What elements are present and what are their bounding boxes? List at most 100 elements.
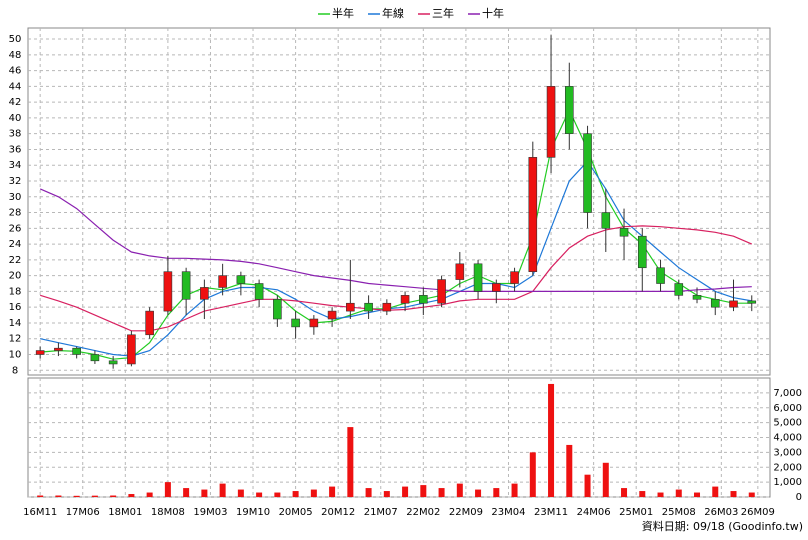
candle-body bbox=[163, 271, 173, 312]
candle-body bbox=[35, 350, 45, 355]
y-tick-label: 34 bbox=[9, 160, 22, 171]
x-tick-label: 19M03 bbox=[193, 507, 227, 518]
candle-body bbox=[619, 228, 629, 237]
x-tick-label: 25M08 bbox=[662, 507, 696, 518]
volume-bar bbox=[748, 492, 755, 497]
y-tick-label: 20 bbox=[9, 271, 22, 282]
y-tick-label: 18 bbox=[9, 286, 22, 297]
ma-line bbox=[40, 225, 753, 332]
volume-tick-label: 3,000 bbox=[773, 447, 802, 458]
x-tick-label: 23M11 bbox=[534, 507, 568, 518]
y-tick-label: 44 bbox=[9, 81, 22, 92]
x-tick-label: 25M01 bbox=[619, 507, 653, 518]
candle-body bbox=[437, 279, 446, 304]
volume-tick-label: 2,000 bbox=[773, 462, 802, 473]
candle-body bbox=[90, 354, 100, 362]
candle-body bbox=[747, 300, 757, 304]
candle-body bbox=[400, 295, 410, 304]
y-tick-label: 10 bbox=[9, 349, 22, 360]
x-tick-label: 26M09 bbox=[741, 507, 775, 518]
volume-bar bbox=[37, 495, 44, 497]
x-tick-label: 18M01 bbox=[108, 507, 142, 518]
footnote: 資料日期: 09/18 (Goodinfo.tw) bbox=[642, 519, 803, 533]
candle-body bbox=[236, 275, 246, 284]
volume-bar bbox=[493, 488, 500, 497]
volume-bar bbox=[347, 427, 354, 497]
x-tick-label: 18M08 bbox=[151, 507, 185, 518]
ma-line bbox=[40, 160, 752, 357]
volume-bar bbox=[292, 491, 299, 497]
x-tick-label: 23M04 bbox=[491, 507, 525, 518]
volume-bar bbox=[402, 486, 409, 497]
y-tick-label: 38 bbox=[9, 129, 22, 140]
volume-bar bbox=[219, 483, 226, 497]
y-tick-label: 32 bbox=[9, 176, 22, 187]
volume-bar bbox=[712, 486, 719, 497]
y-tick-label: 30 bbox=[9, 192, 22, 203]
candle-body bbox=[510, 271, 519, 284]
x-tick-label: 22M09 bbox=[449, 507, 483, 518]
volume-bar bbox=[310, 489, 317, 497]
volume-bar bbox=[128, 494, 135, 497]
y-tick-label: 16 bbox=[9, 302, 22, 313]
y-tick-label: 50 bbox=[9, 34, 22, 45]
volume-bar bbox=[694, 492, 701, 497]
candle-body bbox=[218, 275, 227, 288]
y-tick-label: 48 bbox=[9, 50, 22, 61]
volume-bar bbox=[110, 495, 117, 497]
volume-tick-label: 1,000 bbox=[773, 477, 802, 488]
x-tick-label: 20M05 bbox=[279, 507, 313, 518]
volume-tick-label: 6,000 bbox=[773, 403, 802, 414]
candle-body bbox=[54, 347, 63, 351]
candle-body bbox=[729, 300, 738, 308]
candle-body bbox=[710, 298, 720, 308]
volume-bar bbox=[602, 462, 609, 497]
volume-bar bbox=[383, 491, 390, 497]
candle-body bbox=[200, 287, 209, 300]
candle-body bbox=[309, 318, 319, 328]
x-tick-label: 24M06 bbox=[577, 507, 611, 518]
candle-body bbox=[108, 360, 118, 365]
candle-body bbox=[419, 295, 428, 304]
volume-bar bbox=[329, 486, 336, 497]
y-tick-label: 24 bbox=[9, 239, 22, 250]
y-tick-label: 26 bbox=[9, 223, 22, 234]
x-tick-label: 19M10 bbox=[236, 507, 270, 518]
volume-bar bbox=[456, 483, 463, 497]
volume-bar bbox=[675, 489, 682, 497]
candle-body bbox=[473, 263, 483, 292]
legend-label: 半年 bbox=[332, 6, 354, 20]
volume-bar bbox=[73, 495, 80, 497]
volume-bar bbox=[511, 483, 518, 497]
volume-bar bbox=[420, 485, 427, 497]
volume-bar bbox=[730, 491, 737, 497]
candle-body bbox=[382, 302, 392, 312]
volume-bar bbox=[201, 489, 208, 497]
volume-bar bbox=[183, 488, 190, 497]
candle-body bbox=[492, 283, 501, 292]
candle-body bbox=[546, 86, 556, 158]
y-tick-label: 46 bbox=[9, 66, 22, 77]
candle-body bbox=[455, 263, 465, 280]
candle-body bbox=[564, 86, 574, 134]
x-tick-label: 17M06 bbox=[66, 507, 100, 518]
y-tick-label: 22 bbox=[9, 255, 22, 266]
x-tick-label: 16M11 bbox=[23, 507, 57, 518]
volume-tick-label: 4,000 bbox=[773, 433, 802, 444]
legend-label: 三年 bbox=[432, 6, 454, 20]
x-tick-label: 26M03 bbox=[704, 507, 738, 518]
y-tick-label: 36 bbox=[9, 144, 22, 155]
volume-bar bbox=[164, 482, 171, 497]
x-tick-label: 22M02 bbox=[406, 507, 440, 518]
y-tick-label: 28 bbox=[9, 208, 22, 219]
legend-label: 十年 bbox=[482, 6, 504, 20]
candle-body bbox=[181, 271, 191, 300]
volume-tick-label: 0 bbox=[796, 492, 802, 503]
volume-bar bbox=[55, 495, 62, 497]
candle-body bbox=[127, 334, 136, 365]
candle-body bbox=[656, 267, 665, 284]
y-tick-label: 42 bbox=[9, 97, 22, 108]
ma-line bbox=[39, 188, 752, 292]
volume-bar bbox=[529, 452, 536, 497]
